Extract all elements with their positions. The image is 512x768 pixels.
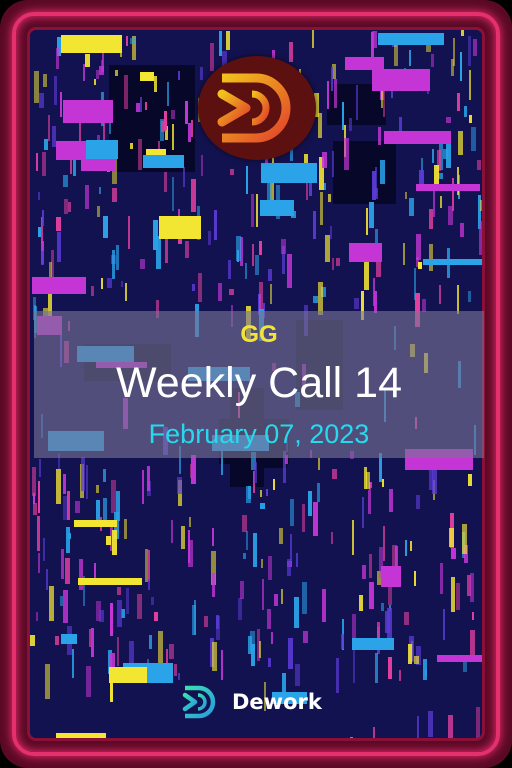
- brand-name: Dework: [232, 690, 322, 714]
- event-date: February 07, 2023: [148, 419, 370, 449]
- dework-brand-icon: [182, 685, 216, 719]
- event-title: Weekly Call 14: [116, 359, 402, 407]
- dework-logo-icon: [198, 56, 316, 160]
- organization-name: GG: [240, 321, 278, 348]
- title-banner: GG Weekly Call 14 February 07, 2023: [34, 311, 484, 458]
- neon-frame: [12, 12, 500, 756]
- brand-footer: Dework: [180, 682, 322, 722]
